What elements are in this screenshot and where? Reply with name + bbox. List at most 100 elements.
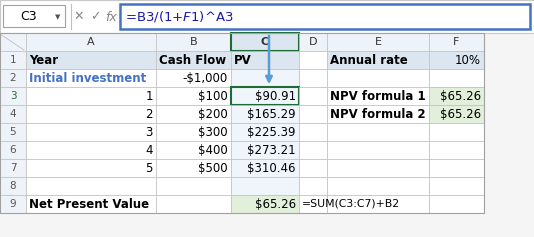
Bar: [299, 195, 327, 213]
Bar: [26, 87, 156, 105]
Bar: [327, 105, 429, 123]
Bar: [231, 177, 299, 195]
Bar: [0, 33, 484, 213]
Bar: [231, 159, 299, 177]
Text: $65.26: $65.26: [255, 197, 296, 210]
Text: -$1,000: -$1,000: [183, 72, 228, 85]
Text: F: F: [453, 37, 460, 47]
Bar: [327, 177, 429, 195]
Bar: [327, 33, 429, 51]
Bar: [429, 69, 484, 87]
Text: 5: 5: [10, 127, 17, 137]
Bar: [231, 141, 299, 159]
Text: Cash Flow: Cash Flow: [159, 54, 226, 67]
Bar: [299, 51, 327, 69]
Bar: [231, 123, 299, 141]
Bar: [327, 87, 429, 105]
Text: $273.21: $273.21: [247, 143, 296, 156]
Text: 10%: 10%: [455, 54, 481, 67]
Text: C: C: [261, 37, 269, 47]
Bar: [429, 195, 484, 213]
Text: 6: 6: [10, 145, 17, 155]
Bar: [0, 141, 26, 159]
Bar: [26, 141, 156, 159]
Bar: [429, 177, 484, 195]
Bar: [156, 69, 231, 87]
Text: ✕: ✕: [74, 10, 84, 23]
Bar: [299, 87, 327, 105]
Text: $300: $300: [198, 126, 228, 138]
Bar: [26, 105, 156, 123]
Text: Annual rate: Annual rate: [330, 54, 408, 67]
Text: =SUM(C3:C7)+B2: =SUM(C3:C7)+B2: [302, 199, 400, 209]
Bar: [231, 195, 299, 213]
Text: ✓: ✓: [90, 10, 100, 23]
Bar: [429, 51, 484, 69]
Text: NPV formula 2: NPV formula 2: [330, 108, 426, 120]
Bar: [0, 87, 26, 105]
Text: Initial investment: Initial investment: [29, 72, 146, 85]
Bar: [429, 87, 484, 105]
Text: $165.29: $165.29: [247, 108, 296, 120]
Bar: [429, 141, 484, 159]
Bar: [26, 123, 156, 141]
Bar: [231, 33, 299, 51]
Bar: [0, 195, 26, 213]
Text: 9: 9: [10, 199, 17, 209]
Text: 2: 2: [10, 73, 17, 83]
Bar: [26, 69, 156, 87]
Text: 1: 1: [145, 90, 153, 102]
Bar: [299, 123, 327, 141]
Bar: [156, 177, 231, 195]
Bar: [3, 5, 65, 27]
Bar: [231, 51, 299, 69]
Text: D: D: [309, 37, 317, 47]
Text: 3: 3: [10, 91, 17, 101]
Bar: [231, 87, 299, 105]
Text: E: E: [374, 37, 381, 47]
Text: 4: 4: [10, 109, 17, 119]
Bar: [299, 33, 327, 51]
Text: ▼: ▼: [56, 14, 61, 20]
Bar: [429, 105, 484, 123]
Bar: [26, 159, 156, 177]
Bar: [0, 33, 26, 51]
Bar: [156, 87, 231, 105]
Bar: [156, 123, 231, 141]
Text: $225.39: $225.39: [247, 126, 296, 138]
Bar: [0, 69, 26, 87]
Bar: [26, 33, 156, 51]
Text: 2: 2: [145, 108, 153, 120]
Bar: [156, 33, 231, 51]
Text: 5: 5: [146, 161, 153, 174]
Bar: [231, 105, 299, 123]
Bar: [327, 141, 429, 159]
Bar: [26, 177, 156, 195]
Bar: [299, 177, 327, 195]
Bar: [156, 51, 231, 69]
Text: 3: 3: [146, 126, 153, 138]
Text: PV: PV: [234, 54, 252, 67]
Bar: [0, 51, 26, 69]
Bar: [26, 195, 156, 213]
Text: 1: 1: [10, 55, 17, 65]
Text: $65.26: $65.26: [440, 108, 481, 120]
Bar: [0, 105, 26, 123]
Bar: [156, 159, 231, 177]
Text: =B3/(1+$F$1)^A3: =B3/(1+$F$1)^A3: [125, 9, 233, 24]
Bar: [327, 123, 429, 141]
Bar: [156, 105, 231, 123]
Text: 4: 4: [145, 143, 153, 156]
Text: B: B: [190, 37, 197, 47]
Text: $65.26: $65.26: [440, 90, 481, 102]
Text: $100: $100: [198, 90, 228, 102]
Text: A: A: [87, 37, 95, 47]
Bar: [299, 141, 327, 159]
Bar: [0, 0, 534, 33]
Bar: [327, 51, 429, 69]
Text: Net Present Value: Net Present Value: [29, 197, 149, 210]
Bar: [327, 159, 429, 177]
Bar: [327, 69, 429, 87]
Bar: [26, 51, 156, 69]
Text: 8: 8: [10, 181, 17, 191]
